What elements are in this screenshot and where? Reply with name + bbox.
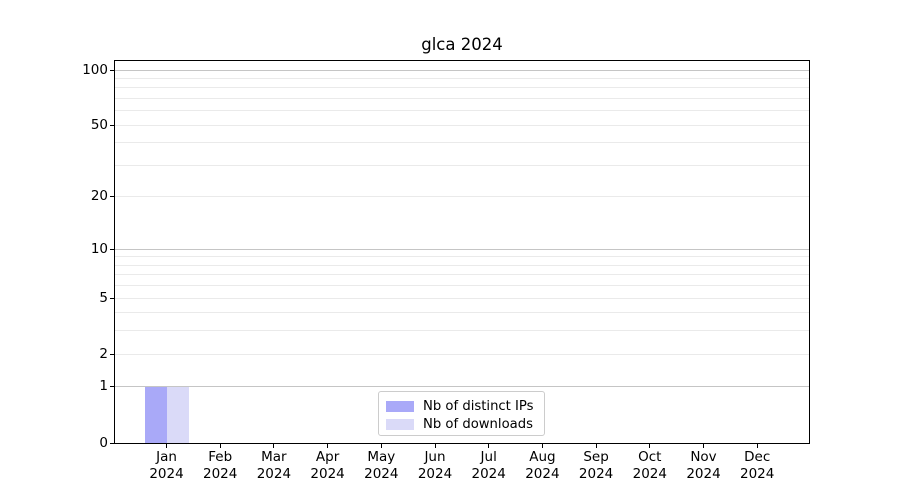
x-tick-label-jul: Jul 2024 bbox=[459, 449, 519, 482]
x-tick-month: Jun bbox=[424, 449, 446, 465]
y-gridline-minor bbox=[115, 87, 809, 89]
y-gridline-minor bbox=[115, 297, 809, 299]
x-tick-year: 2024 bbox=[364, 465, 399, 482]
y-gridline-minor bbox=[115, 256, 809, 258]
x-tick-mark bbox=[703, 444, 704, 448]
x-tick-label-mar: Mar 2024 bbox=[244, 449, 304, 482]
x-tick-mark bbox=[488, 444, 490, 448]
legend-swatch-2 bbox=[386, 418, 414, 430]
y-gridline-minor bbox=[115, 196, 809, 198]
x-tick-label-jun: Jun 2024 bbox=[405, 449, 465, 482]
legend-label-2: Nb of downloads bbox=[423, 416, 533, 432]
x-tick-label-nov: Nov 2024 bbox=[674, 449, 734, 482]
x-tick-label-dec: Dec 2024 bbox=[727, 449, 787, 482]
x-tick-label-apr: Apr 2024 bbox=[298, 449, 358, 482]
x-tick-mark bbox=[756, 444, 758, 448]
x-tick-mark bbox=[327, 444, 329, 448]
y-tick-label: 2 bbox=[99, 345, 108, 362]
x-tick-label-aug: Aug 2024 bbox=[512, 449, 572, 482]
x-tick-label-jan: Jan 2024 bbox=[137, 449, 197, 482]
bar-jan-series2 bbox=[166, 387, 189, 443]
legend-row-1: Nb of distinct IPs bbox=[386, 397, 536, 415]
legend-label-1: Nb of distinct IPs bbox=[423, 398, 534, 414]
legend-swatch-1 bbox=[386, 400, 414, 412]
x-tick-year: 2024 bbox=[525, 465, 560, 482]
y-gridline-minor bbox=[115, 312, 809, 314]
x-tick-label-sep: Sep 2024 bbox=[566, 449, 626, 482]
x-tick-month: Mar bbox=[261, 449, 287, 465]
y-gridline-minor bbox=[115, 330, 809, 332]
x-tick-mark bbox=[434, 444, 436, 448]
x-tick-month: Feb bbox=[208, 449, 233, 465]
x-tick-month: Jul bbox=[480, 449, 497, 465]
x-tick-mark bbox=[595, 444, 597, 448]
legend-row-2: Nb of downloads bbox=[386, 415, 536, 433]
y-gridline-minor bbox=[115, 274, 809, 276]
x-tick-mark bbox=[380, 444, 382, 448]
x-tick-month: Dec bbox=[744, 449, 771, 465]
y-tick-mark bbox=[110, 248, 114, 250]
x-tick-month: Aug bbox=[529, 449, 556, 465]
y-gridline-major bbox=[115, 69, 809, 71]
y-tick-mark bbox=[110, 297, 114, 299]
y-tick-label: 5 bbox=[99, 289, 108, 306]
y-tick-label: 0 bbox=[99, 434, 108, 451]
y-gridline-minor bbox=[115, 353, 809, 355]
y-tick-mark bbox=[110, 386, 114, 388]
x-tick-year: 2024 bbox=[417, 465, 453, 482]
x-tick-year: 2024 bbox=[256, 465, 292, 482]
y-tick-mark bbox=[110, 353, 114, 355]
y-tick-label: 50 bbox=[90, 116, 108, 133]
x-tick-month: Jan bbox=[156, 449, 177, 465]
x-tick-mark bbox=[166, 444, 167, 448]
y-gridline-minor bbox=[115, 285, 809, 287]
y-gridline-major bbox=[115, 248, 809, 250]
y-gridline-minor bbox=[115, 98, 809, 100]
bar-jan-series1 bbox=[144, 387, 167, 443]
x-tick-year: 2024 bbox=[632, 465, 667, 482]
x-tick-year: 2024 bbox=[471, 465, 506, 482]
plot-area: Nb of distinct IPs Nb of downloads bbox=[114, 60, 810, 444]
y-gridline-major bbox=[115, 386, 809, 388]
x-tick-year: 2024 bbox=[740, 465, 775, 482]
y-tick-mark bbox=[110, 69, 114, 71]
x-tick-label-oct: Oct 2024 bbox=[620, 449, 680, 482]
y-tick-mark bbox=[110, 442, 114, 444]
y-tick-label: 1 bbox=[99, 378, 108, 395]
y-gridline-minor bbox=[115, 124, 809, 126]
y-tick-label: 10 bbox=[90, 240, 108, 257]
x-tick-year: 2024 bbox=[149, 465, 184, 482]
x-tick-month: Apr bbox=[315, 449, 340, 465]
x-tick-month: Nov bbox=[690, 449, 717, 465]
x-tick-mark bbox=[219, 444, 221, 448]
x-tick-year: 2024 bbox=[686, 465, 721, 482]
x-tick-year: 2024 bbox=[203, 465, 238, 482]
x-tick-label-may: May 2024 bbox=[351, 449, 411, 482]
x-tick-mark bbox=[541, 444, 543, 448]
y-gridline-minor bbox=[115, 165, 809, 166]
chart-title: glca 2024 bbox=[421, 35, 503, 54]
x-tick-month: May bbox=[367, 449, 396, 465]
x-tick-month: Oct bbox=[638, 449, 662, 465]
x-tick-mark bbox=[649, 444, 651, 448]
y-gridline-minor bbox=[115, 264, 809, 266]
y-tick-mark bbox=[110, 196, 114, 198]
x-tick-label-feb: Feb 2024 bbox=[190, 449, 250, 482]
y-tick-mark bbox=[110, 124, 114, 126]
legend: Nb of distinct IPs Nb of downloads bbox=[378, 391, 545, 436]
x-tick-year: 2024 bbox=[578, 465, 614, 482]
x-tick-year: 2024 bbox=[310, 465, 345, 482]
x-tick-mark bbox=[273, 444, 275, 448]
y-gridline-minor bbox=[115, 142, 809, 144]
x-tick-month: Sep bbox=[583, 449, 609, 465]
y-tick-label: 100 bbox=[82, 61, 108, 78]
y-tick-label: 20 bbox=[90, 188, 108, 205]
y-gridline-minor bbox=[115, 77, 809, 79]
y-gridline-minor bbox=[115, 110, 809, 112]
